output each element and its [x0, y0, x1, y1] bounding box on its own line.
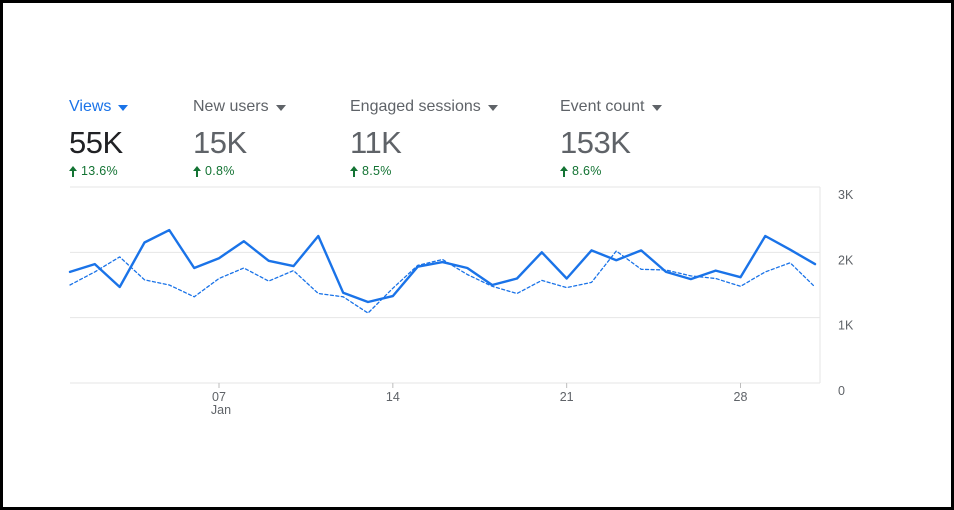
y-tick-label: 3K: [838, 188, 854, 202]
x-tick-label: 14: [386, 390, 400, 404]
metric-new-users-change: 0.8%: [193, 164, 286, 178]
series-line-current: [68, 228, 817, 304]
metric-new-users-selector[interactable]: New users: [193, 97, 286, 117]
x-tick-label: 07: [212, 390, 226, 404]
x-tick-sublabel: Jan: [211, 403, 231, 417]
metric-views-selector[interactable]: Views: [69, 97, 129, 117]
chevron-down-icon: [651, 105, 662, 111]
metric-engaged-sessions[interactable]: Engaged sessions 11K 8.5%: [350, 97, 498, 178]
metric-views-change-value: 13.6%: [81, 164, 118, 178]
metric-event-count-change-value: 8.6%: [572, 164, 602, 178]
metric-engaged-sessions-change-value: 8.5%: [362, 164, 392, 178]
y-tick-label: 0: [838, 384, 845, 398]
x-tick-label: 21: [560, 390, 574, 404]
metric-engaged-sessions-label: Engaged sessions: [350, 98, 481, 115]
metric-engaged-sessions-selector[interactable]: Engaged sessions: [350, 97, 498, 117]
metric-views-value: 55K: [69, 125, 123, 160]
arrow-up-icon: [69, 165, 77, 177]
metric-views[interactable]: Views 55K 13.6%: [69, 97, 129, 178]
chevron-down-icon: [275, 105, 286, 111]
series-line-comparison: [69, 250, 816, 314]
y-tick-label: 1K: [838, 319, 854, 333]
y-tick-label: 2K: [838, 253, 854, 267]
arrow-up-icon: [350, 165, 358, 177]
metric-views-label: Views: [69, 98, 112, 115]
metric-event-count-value: 153K: [560, 125, 631, 160]
x-tick-label: 28: [734, 390, 748, 404]
chevron-down-icon: [118, 105, 129, 111]
chevron-down-icon: [487, 105, 498, 111]
metric-event-count-change: 8.6%: [560, 164, 662, 178]
metric-event-count-selector[interactable]: Event count: [560, 97, 662, 117]
arrow-up-icon: [560, 165, 568, 177]
arrow-up-icon: [193, 165, 201, 177]
metric-new-users[interactable]: New users 15K 0.8%: [193, 97, 286, 178]
metric-engaged-sessions-change: 8.5%: [350, 164, 498, 178]
metric-engaged-sessions-value: 11K: [350, 125, 402, 160]
metric-new-users-value: 15K: [193, 125, 247, 160]
metric-new-users-change-value: 0.8%: [205, 164, 235, 178]
metric-new-users-label: New users: [193, 98, 269, 115]
metric-event-count-label: Event count: [560, 98, 645, 115]
metric-event-count[interactable]: Event count 153K 8.6%: [560, 97, 662, 178]
metric-views-change: 13.6%: [69, 164, 128, 178]
